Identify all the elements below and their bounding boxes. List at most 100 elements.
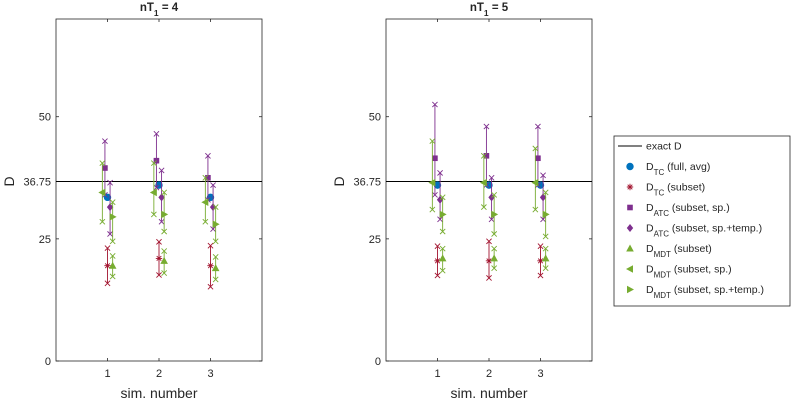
data-point [485, 257, 493, 265]
legend-marker [626, 183, 634, 191]
error-cap-low [488, 216, 495, 223]
error-cap-low [212, 238, 219, 245]
data-point [490, 254, 498, 262]
x-tick-label: 2 [486, 368, 492, 380]
error-cap-high [109, 199, 116, 206]
data-point [209, 203, 217, 212]
y-tick-label: 36.75 [353, 176, 381, 188]
y-tick-label: 0 [375, 356, 381, 368]
panel-title-main: nT [140, 2, 154, 14]
data-point [155, 255, 163, 262]
error-cap-low [158, 218, 165, 225]
legend-label-main: exact D [646, 141, 682, 153]
error-cap-low [437, 216, 443, 223]
error-cap-high [150, 160, 157, 167]
plot-area [385, 18, 593, 362]
data-point [212, 220, 220, 228]
legend-label-main: D [646, 284, 654, 296]
y-tick-label: 25 [39, 234, 51, 246]
legend-label-main: D [646, 182, 654, 194]
error-cap-high [537, 243, 544, 250]
legend-label-rest: (subset) [671, 243, 712, 255]
error-cap-high [104, 245, 111, 252]
error-cap-high [99, 160, 106, 167]
legend-label-sub: TC [654, 168, 665, 177]
data-point [211, 264, 220, 272]
data-point [207, 262, 214, 269]
data-point [106, 203, 114, 212]
error-cap-high [202, 174, 209, 181]
legend-label-rest: (subset, sp.) [671, 264, 732, 276]
data-point [535, 155, 541, 162]
error-cap-low [542, 233, 549, 240]
series-tc_subset [434, 238, 544, 281]
error-cap-low [153, 184, 160, 191]
error-cap-low [439, 267, 446, 274]
data-point [98, 188, 106, 197]
series-tc_subset [104, 238, 214, 290]
error-cap-low [537, 272, 544, 279]
y-tick-label: 0 [45, 356, 51, 368]
error-cap-high [439, 245, 446, 252]
legend-item-tc_full: DTC (full, avg) [626, 161, 710, 177]
legend-item-mdt_sp_temp: DMDT (subset, sp.+temp.) [627, 284, 764, 300]
legend-item-atc: DATC (subset, sp.) [627, 202, 730, 218]
y-tick-label: 50 [39, 112, 51, 124]
data-point [160, 256, 168, 264]
data-point [104, 262, 111, 269]
data-point [205, 174, 211, 181]
legend-label-rest: (subset, sp.+temp.) [669, 223, 762, 235]
error-cap-high [205, 152, 211, 159]
error-cap-high [434, 243, 441, 250]
error-cap-high [432, 101, 438, 108]
legend-box [613, 135, 791, 307]
error-cap-high [488, 174, 495, 181]
data-point [542, 210, 550, 219]
series-atc_temp [436, 169, 547, 223]
error-cap-high [439, 194, 446, 201]
legend-label-sub: MDT [654, 270, 671, 279]
x-axis-label: sim. number [120, 385, 197, 401]
series-mdt_subset [108, 248, 220, 283]
y-axis-label: D [1, 176, 17, 186]
legend-label-sub: MDT [654, 291, 671, 300]
data-point [541, 254, 550, 262]
error-cap-high [535, 123, 541, 130]
error-cap-high [532, 145, 539, 152]
legend-marker [627, 204, 633, 211]
panel-title: nT1 = 4 [140, 2, 179, 18]
data-point [439, 210, 447, 219]
error-cap-high [437, 169, 443, 176]
data-point [428, 178, 436, 187]
error-cap-low [210, 226, 216, 233]
data-point [479, 178, 487, 187]
error-cap-low [491, 265, 498, 272]
data-point [432, 155, 438, 162]
data-point [438, 254, 447, 262]
data-point [109, 213, 117, 221]
legend-label-sub: ATC [654, 209, 670, 218]
error-cap-low [161, 228, 168, 235]
y-axis-label: D [331, 176, 347, 186]
legend-label: DMDT (subset) [646, 243, 712, 259]
error-cap-low [161, 270, 168, 276]
legend-label: DATC (subset, sp.) [646, 202, 730, 218]
data-point [483, 153, 490, 159]
error-cap-low [480, 204, 487, 211]
legend-marker [626, 244, 634, 252]
legend-label: DTC (full, avg) [646, 161, 710, 177]
x-axis-label: sim. number [450, 385, 527, 401]
series-mdt_sp [428, 138, 539, 213]
legend-label-rest: (subset, sp.) [669, 202, 730, 214]
legend-marker [626, 265, 633, 273]
series-mdt_sp [98, 160, 209, 225]
data-point [531, 178, 539, 187]
series-mdt_sp_temp [109, 189, 220, 245]
legend-item-tc_subset: DTC (subset) [626, 182, 705, 197]
data-point [149, 188, 157, 197]
data-point [158, 193, 165, 202]
y-tick-label: 36.75 [23, 176, 51, 188]
error-cap-low [99, 218, 106, 225]
